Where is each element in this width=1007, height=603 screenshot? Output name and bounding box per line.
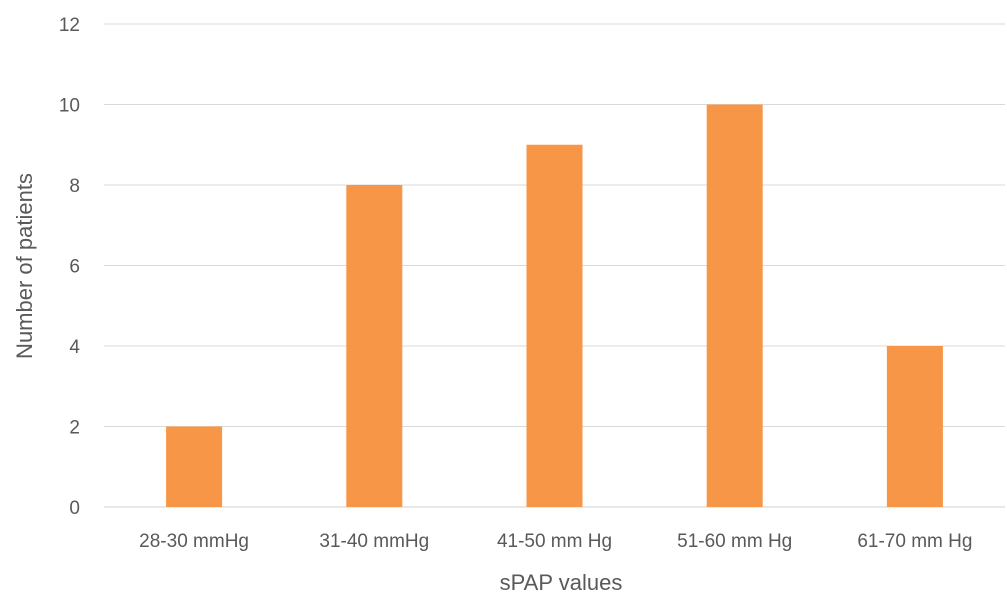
bar bbox=[166, 426, 223, 507]
x-axis-title: sPAP values bbox=[500, 570, 623, 595]
x-axis-ticks: 28-30 mmHg 31-40 mmHg 41-50 mm Hg 51-60 mm … bbox=[139, 531, 972, 552]
x-tick-label: 61-70 mm Hg bbox=[857, 531, 972, 552]
y-tick-label: 2 bbox=[69, 418, 80, 439]
bar bbox=[706, 104, 763, 507]
y-tick-label: 4 bbox=[69, 337, 80, 358]
y-tick-label: 6 bbox=[69, 257, 80, 278]
y-axis-title: Number of patients bbox=[12, 173, 37, 359]
bars bbox=[166, 104, 943, 507]
x-tick-label: 51-60 mm Hg bbox=[677, 531, 792, 552]
x-tick-label: 31-40 mmHg bbox=[319, 531, 429, 552]
y-tick-label: 0 bbox=[69, 498, 80, 519]
x-tick-label: 41-50 mm Hg bbox=[497, 531, 612, 552]
bar bbox=[346, 185, 403, 507]
bar bbox=[886, 346, 943, 507]
bar bbox=[526, 144, 583, 507]
y-tick-label: 12 bbox=[59, 15, 80, 36]
x-tick-label: 28-30 mmHg bbox=[139, 531, 249, 552]
y-tick-label: 10 bbox=[59, 96, 80, 117]
y-tick-label: 8 bbox=[69, 176, 80, 197]
y-axis-ticks: 0 2 4 6 8 10 12 bbox=[59, 15, 81, 519]
